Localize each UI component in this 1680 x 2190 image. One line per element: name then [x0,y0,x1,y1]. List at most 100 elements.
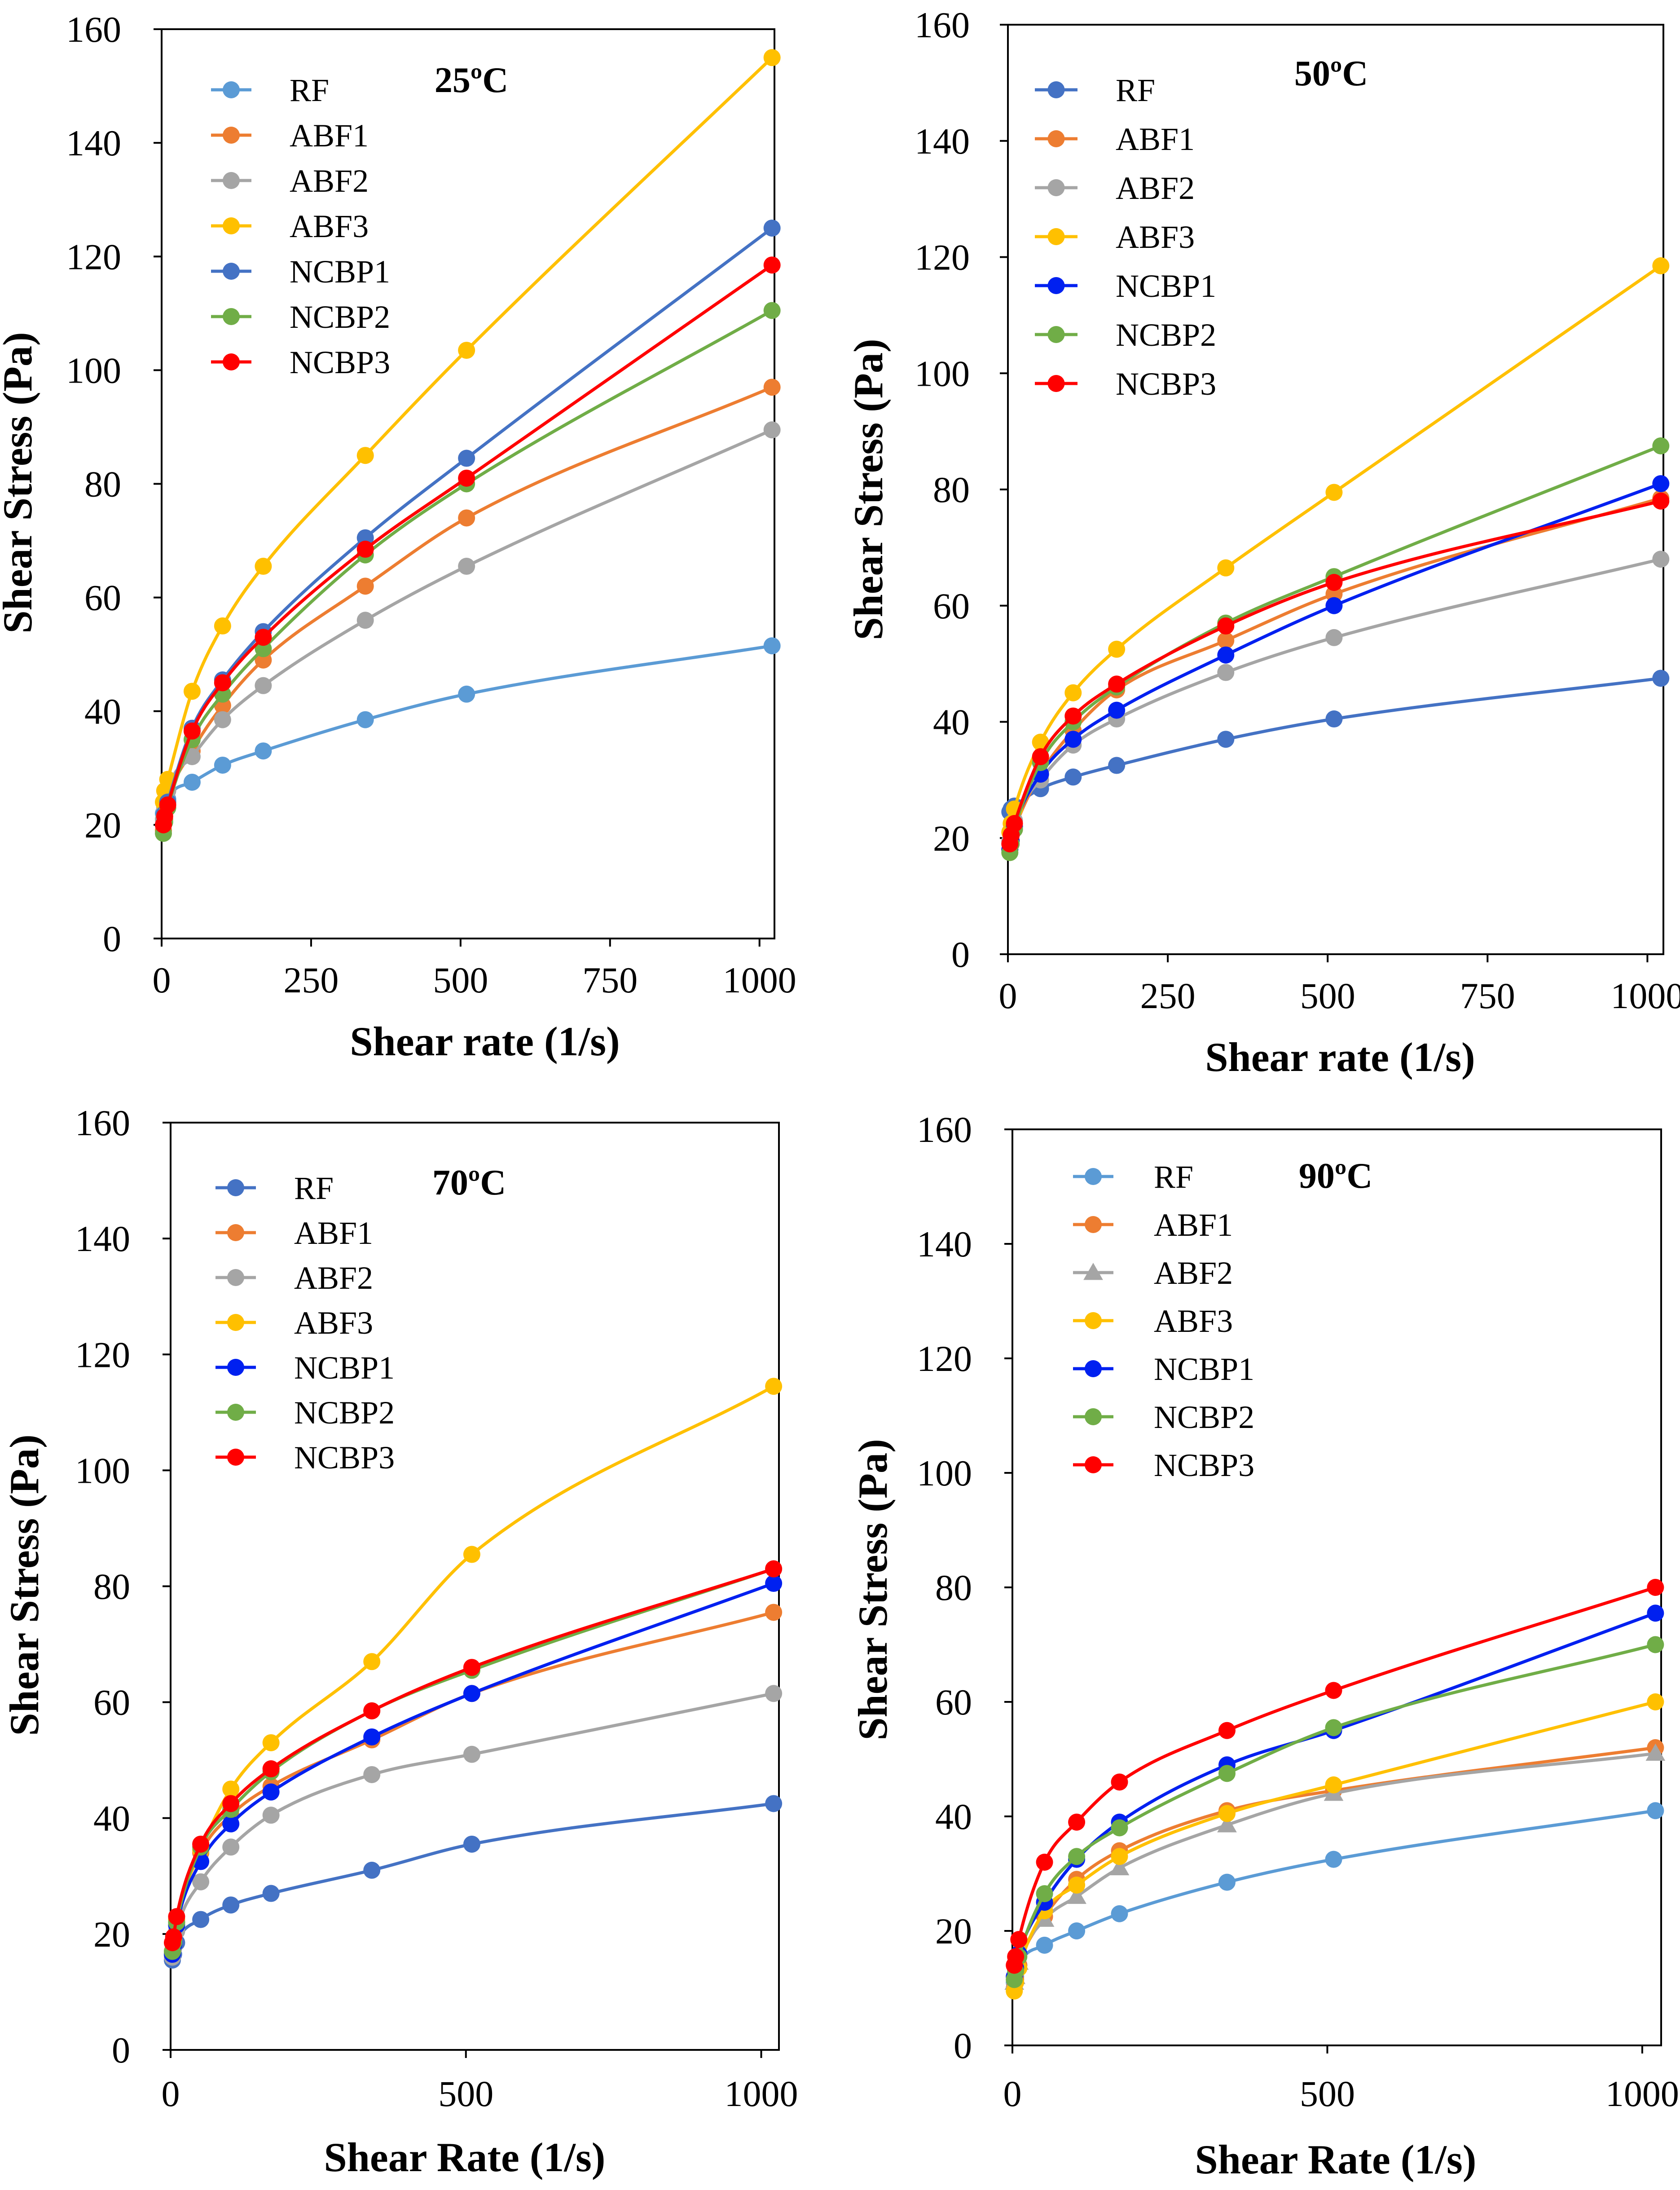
legend-swatch-marker [223,217,240,234]
data-point [1217,646,1235,664]
y-tick-label: 100 [917,1453,972,1494]
data-point [1006,815,1023,832]
data-point [1218,1805,1236,1822]
y-tick-label: 80 [933,469,970,510]
x-tick-label: 500 [1300,975,1355,1016]
data-point [214,711,231,728]
data-point [1068,1922,1086,1939]
y-tick-label: 60 [935,1682,972,1723]
legend-swatch-marker [223,353,240,370]
data-point [262,1885,280,1902]
data-point [458,469,475,487]
x-tick-label: 1000 [723,960,796,1000]
legend-label: RF [1154,1159,1193,1195]
x-tick-label: 1000 [1610,975,1680,1016]
data-point [159,796,176,814]
legend-swatch-marker [1083,1263,1103,1280]
data-point [1111,1773,1128,1791]
data-point [463,1835,480,1853]
legend-label: ABF3 [1116,219,1195,255]
chart-panel-4: 0 20 40 60 80 100 120 140 160 0 500 1000 Shear Rate … [850,1109,1679,2182]
x-axis-title: Shear rate (1/s) [350,1018,620,1064]
x-tick-label: 250 [283,960,339,1000]
series-ncbp3 [154,256,781,833]
data-point [763,421,781,439]
data-point [363,1861,381,1879]
data-point [1111,1905,1128,1922]
legend-label: ABF2 [294,1260,373,1296]
data-point [763,256,781,274]
data-point [356,612,374,629]
y-tick-label: 20 [935,1911,972,1952]
data-point [458,558,475,575]
data-point [1036,1885,1053,1903]
x-tick-label: 0 [999,975,1017,1016]
legend-label: ABF3 [294,1305,373,1341]
data-point [1068,1813,1086,1831]
data-point [763,302,781,319]
data-point [1218,1722,1236,1739]
legend-swatch-marker [227,1224,244,1241]
data-point [1109,1858,1130,1876]
data-point [1111,1848,1128,1865]
legend-label: ABF2 [290,163,369,199]
y-tick-label: 120 [917,1338,972,1379]
legend-item-rf: RF [1073,1159,1193,1195]
data-point [463,1659,480,1676]
data-point [192,1873,210,1890]
x-axis-title: Shear Rate (1/s) [324,2134,606,2180]
legend-label: ABF2 [1154,1255,1233,1291]
legend-item-ncbp3: NCBP3 [215,1440,395,1476]
legend-label: NCBP3 [290,344,390,380]
legend-item-rf: RF [211,72,329,108]
legend-swatch-marker [1047,277,1065,294]
data-point [1325,1851,1342,1868]
data-point [363,1728,381,1746]
data-point [1647,1579,1664,1596]
data-point [1007,1948,1025,1965]
legend-item-ncbp1: NCBP1 [215,1350,395,1386]
data-point [1217,559,1235,577]
y-tick-label: 80 [84,464,121,505]
legend-label: NCBP2 [1116,317,1216,353]
y-tick-label: 20 [933,818,970,859]
data-point [356,541,374,558]
data-point [1010,1931,1028,1948]
data-point [214,674,231,692]
x-tick-label: 500 [433,960,488,1000]
data-point [1652,670,1670,687]
temperature-label: 50ºC [1294,54,1368,93]
data-point [763,219,781,237]
data-point [763,379,781,396]
legend-item-ncbp2: NCBP2 [215,1395,395,1431]
data-point [1652,551,1670,568]
legend-item-abf1: ABF1 [1035,121,1195,157]
legend-swatch-marker [223,308,240,325]
legend: RF ABF1 ABF2 ABF3 NCBP1 NCBP2 NCBP3 [1073,1159,1254,1483]
legend-swatch-marker [1047,326,1065,343]
legend-item-ncbp2: NCBP2 [1035,317,1216,353]
legend-swatch-marker [227,1269,244,1286]
data-point [1111,1819,1128,1837]
data-point [222,1815,240,1833]
data-point [458,449,475,467]
data-point [222,1838,240,1856]
legend-label: ABF2 [1116,170,1195,206]
x-tick-label: 1000 [725,2073,798,2114]
data-point [1647,1802,1664,1820]
data-point [183,723,201,740]
data-point [255,558,272,575]
temperature-label: 90ºC [1299,1156,1372,1196]
x-tick-label: 500 [1300,2073,1355,2114]
y-tick-label: 20 [84,805,121,846]
data-point [1325,629,1343,646]
legend-label: ABF1 [1154,1207,1233,1243]
data-point [1218,1873,1236,1891]
legend-label: ABF1 [294,1215,373,1251]
data-point [1108,640,1126,658]
y-tick-label: 160 [66,9,121,50]
x-axis-title: Shear Rate (1/s) [1195,2137,1477,2182]
data-point [1325,1719,1342,1736]
data-point [183,683,201,700]
data-point [214,756,231,774]
